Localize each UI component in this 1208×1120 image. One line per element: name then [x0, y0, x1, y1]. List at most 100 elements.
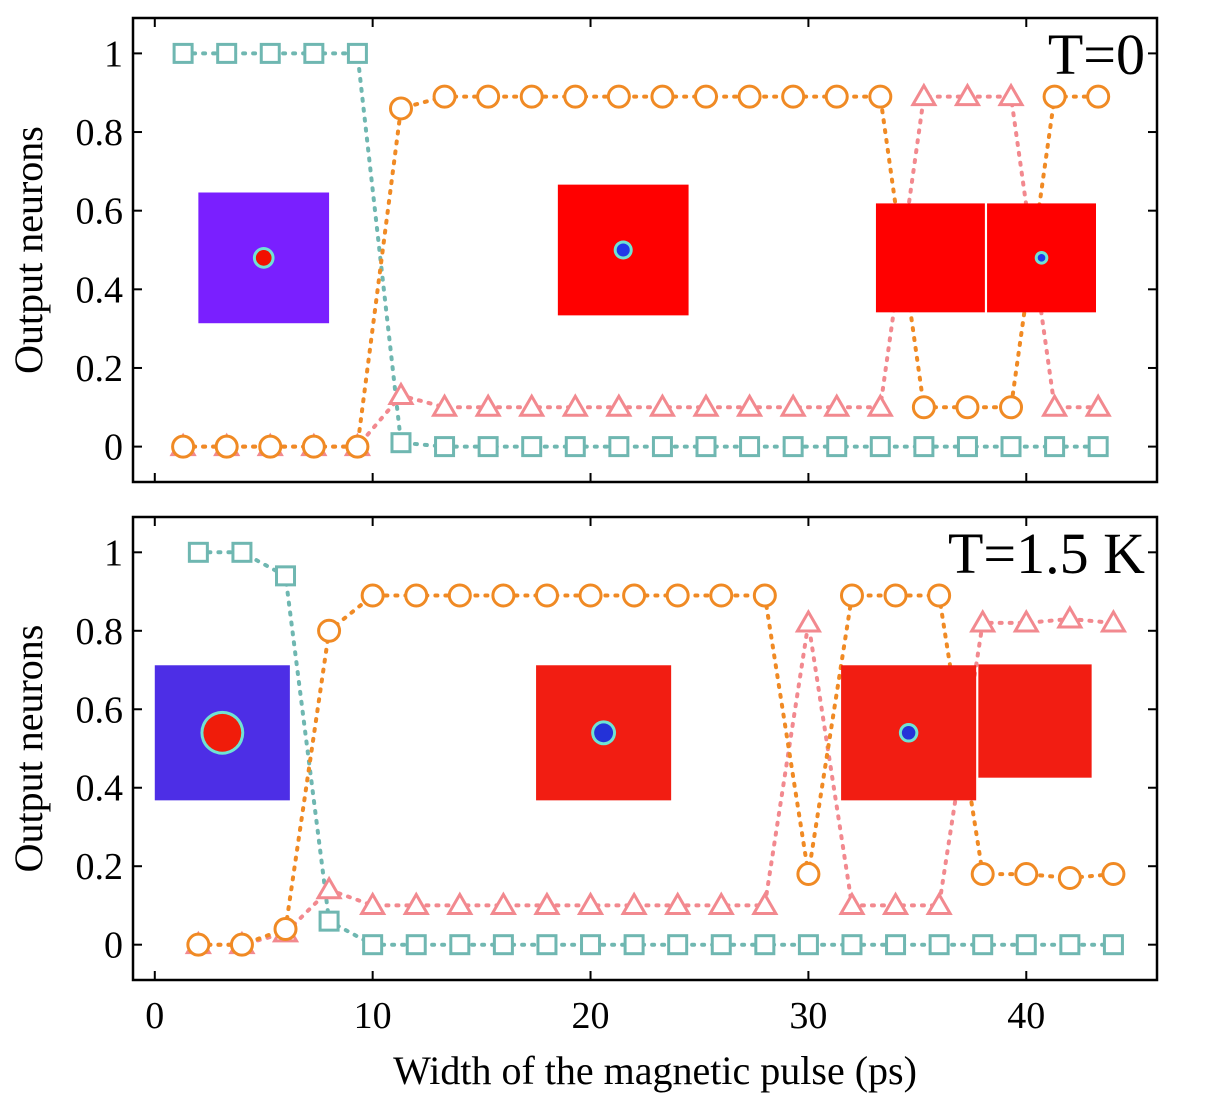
data-point-square: [390, 432, 412, 454]
data-point-square: [826, 436, 848, 458]
data-point-circle: [999, 395, 1024, 420]
panel-title: T=1.5 K: [948, 521, 1145, 586]
data-point-circle: [345, 434, 370, 459]
data-point-circle: [752, 583, 777, 608]
data-point-square: [564, 436, 586, 458]
y-tick-label: 0.4: [76, 768, 124, 810]
data-point-triangle: [576, 891, 605, 915]
data-point-triangle: [1040, 393, 1069, 417]
data-point-square: [449, 934, 471, 956]
data-point-triangle: [387, 381, 415, 405]
data-point-square: [434, 436, 456, 458]
data-point-square: [346, 42, 368, 64]
y-axis-label: Output neurons: [6, 126, 51, 374]
data-point-circle: [404, 583, 429, 608]
y-tick-label: 0.2: [76, 348, 124, 390]
data-point-triangle: [910, 82, 938, 107]
data-point-square: [608, 436, 630, 458]
data-point-circle: [491, 583, 516, 608]
plot-frame: [131, 515, 1159, 982]
data-point-triangle: [648, 393, 677, 417]
data-point-circle: [432, 84, 457, 109]
data-point-triangle: [605, 393, 633, 417]
series-line-square: [181, 51, 1101, 449]
data-point-circle: [447, 583, 472, 608]
data-point-triangle: [969, 608, 997, 633]
data-point-square: [492, 934, 514, 956]
data-point-circle: [911, 395, 936, 420]
data-point-triangle: [430, 393, 459, 417]
data-point-triangle: [664, 891, 692, 915]
data-point-triangle: [620, 891, 648, 915]
x-axis-label: Width of the magnetic pulse (ps): [393, 1048, 917, 1093]
data-point-square: [303, 42, 325, 64]
inset-skyrmion: [616, 243, 630, 257]
inset-skyrmion: [203, 713, 242, 752]
data-point-circle: [273, 916, 298, 941]
inset-image: [978, 664, 1092, 778]
data-point-square: [536, 934, 558, 956]
data-point-circle: [1086, 84, 1111, 109]
data-point-square: [275, 565, 297, 587]
inset-skyrmion: [255, 250, 272, 266]
data-point-square: [754, 934, 776, 956]
y-tick-label: 0: [104, 427, 123, 469]
data-point-square: [782, 436, 804, 458]
data-point-square: [259, 42, 281, 64]
inset-image: [875, 203, 985, 313]
data-point-circle: [563, 84, 588, 109]
data-point-circle: [301, 434, 326, 459]
data-point-square: [172, 42, 194, 64]
data-point-square: [1059, 934, 1081, 956]
data-point-triangle: [925, 891, 953, 915]
data-point-circle: [622, 583, 647, 608]
y-tick-label: 1: [104, 532, 123, 574]
data-point-circle: [665, 583, 690, 608]
data-point-square: [797, 934, 819, 956]
data-point-circle: [606, 84, 631, 109]
data-point-circle: [796, 862, 821, 887]
data-point-circle: [258, 434, 283, 459]
data-point-square: [667, 934, 689, 956]
x-tick-label: 0: [145, 995, 164, 1037]
data-point-square: [1087, 436, 1109, 458]
data-point-triangle: [779, 393, 807, 417]
data-point-triangle: [794, 608, 823, 633]
data-point-triangle: [823, 393, 851, 417]
data-point-circle: [883, 583, 908, 608]
x-tick-label: 30: [789, 995, 827, 1037]
series-line-circle: [181, 94, 1101, 449]
data-point-circle: [650, 84, 675, 109]
inset-image: [536, 665, 672, 801]
data-point-square: [1044, 436, 1066, 458]
data-point-square: [1000, 436, 1022, 458]
y-tick-label: 0.6: [76, 191, 124, 233]
data-point-circle: [360, 583, 385, 608]
x-tick-label: 10: [354, 995, 392, 1037]
data-point-circle: [519, 84, 544, 109]
data-point-triangle: [1012, 608, 1040, 633]
panel-1: 0 0.2 0.4 0.6 0.8 1 T=0 Output neurons: [6, 16, 1159, 484]
data-point-circle: [578, 583, 603, 608]
data-point-circle: [839, 583, 864, 608]
y-tick-label: 0.8: [76, 112, 124, 154]
data-point-square: [695, 436, 717, 458]
data-point-circle: [694, 84, 719, 109]
data-point-square: [913, 436, 935, 458]
data-point-circle: [388, 96, 413, 121]
data-point-circle: [709, 583, 734, 608]
y-tick-label: 0.2: [76, 846, 124, 888]
data-point-circle: [868, 84, 893, 109]
data-point-circle: [534, 583, 559, 608]
data-point-triangle: [997, 82, 1025, 107]
data-point-circle: [476, 84, 501, 109]
data-point-triangle: [489, 891, 517, 915]
data-point-triangle: [1084, 393, 1112, 417]
data-point-triangle: [518, 393, 546, 417]
data-point-circle: [970, 862, 995, 887]
data-point-triangle: [533, 891, 561, 915]
data-point-square: [1015, 934, 1037, 956]
data-point-circle: [1042, 84, 1067, 109]
